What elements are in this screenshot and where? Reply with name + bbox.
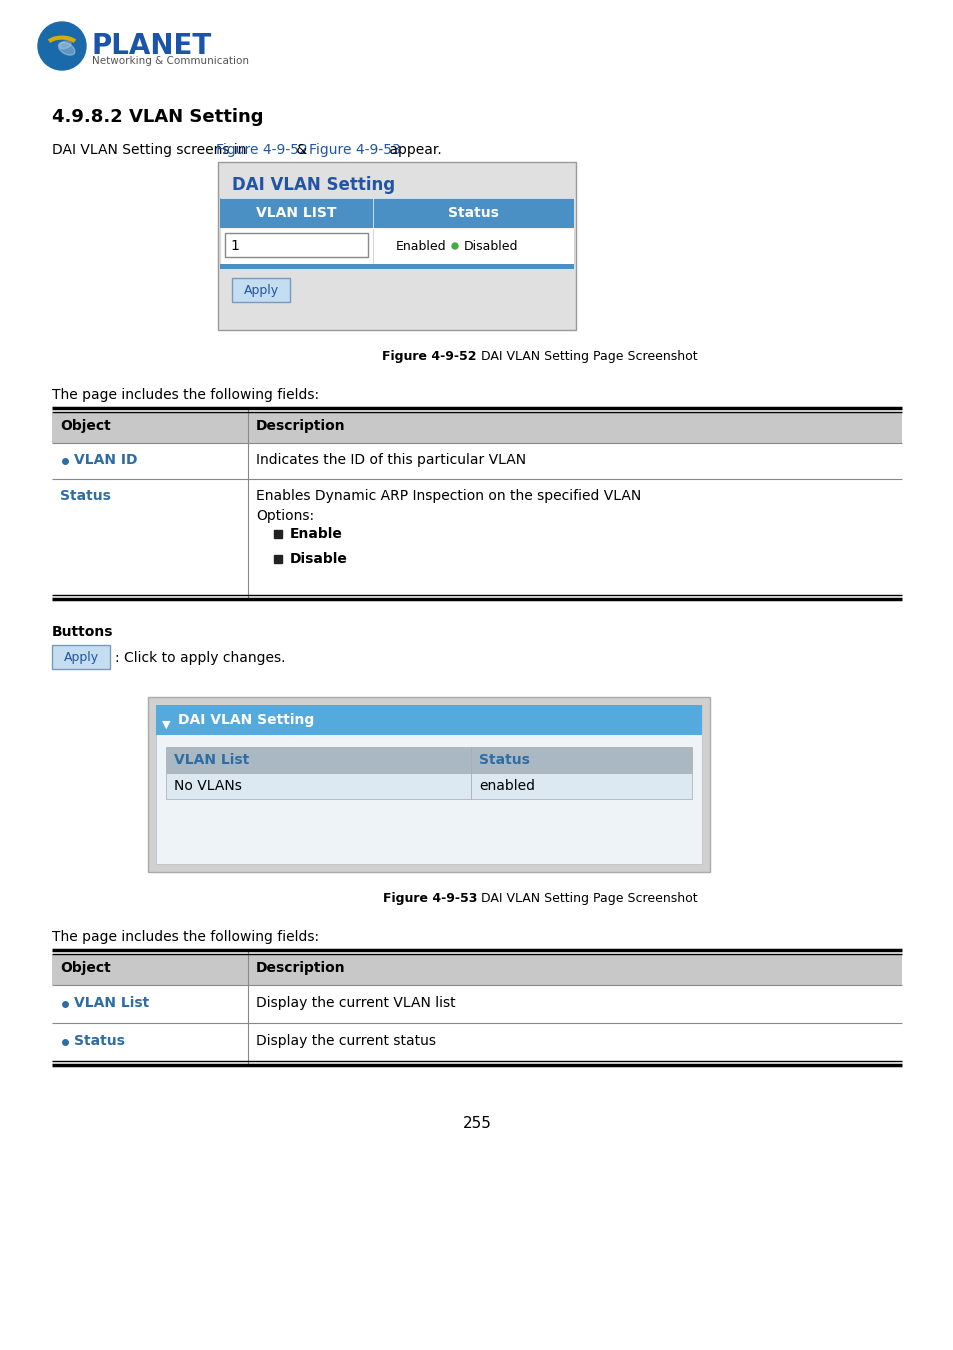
Text: VLAN List: VLAN List [74,996,149,1010]
Bar [225,234,368,256]
Text: Status: Status [60,489,111,504]
Text: Indicates the ID of this particular VLAN: Indicates the ID of this particular VLAN [255,454,525,467]
Bar [156,705,701,734]
Text: Buttons: Buttons [52,625,113,639]
Text: Description: Description [255,418,345,433]
Bar [156,705,701,864]
Text: 1: 1 [230,239,238,252]
Text: enabled: enabled [478,779,535,792]
Text: Object: Object [60,961,111,975]
Text: DAI VLAN Setting Page Screenshot: DAI VLAN Setting Page Screenshot [476,892,697,904]
Bar [220,198,373,228]
Text: DAI VLAN Setting: DAI VLAN Setting [178,713,314,728]
Text: Apply: Apply [63,651,98,664]
Text: Networking & Communication: Networking & Communication [91,55,249,66]
Circle shape [449,240,460,251]
Bar [52,645,110,670]
Text: Status: Status [74,1034,125,1048]
Bar [471,774,691,799]
Text: DAI VLAN Setting: DAI VLAN Setting [232,176,395,194]
Bar [52,986,901,1023]
Bar [52,479,901,595]
Text: : Click to apply changes.: : Click to apply changes. [115,651,285,666]
Text: Status: Status [478,753,529,767]
Text: Apply: Apply [243,284,278,297]
Text: Description: Description [255,961,345,975]
Text: Object: Object [60,418,111,433]
Bar [232,278,290,302]
Circle shape [452,243,457,248]
Bar [52,413,901,443]
Text: 255: 255 [462,1116,491,1131]
Text: Disable: Disable [290,552,348,566]
Text: DAI VLAN Setting screens in: DAI VLAN Setting screens in [52,143,251,157]
Bar [471,747,691,774]
Bar [148,697,709,872]
Text: No VLANs: No VLANs [173,779,242,792]
Text: DAI VLAN Setting Page Screenshot: DAI VLAN Setting Page Screenshot [476,350,697,363]
Bar [52,443,901,479]
Circle shape [381,240,392,251]
Circle shape [38,22,86,70]
Text: VLAN LIST: VLAN LIST [255,207,335,220]
Text: PLANET: PLANET [91,32,212,59]
Text: VLAN List: VLAN List [173,753,249,767]
Bar [218,162,576,329]
Bar [52,954,901,986]
Text: Display the current status: Display the current status [255,1034,436,1048]
Text: Figure 4-9-52: Figure 4-9-52 [382,350,476,363]
Ellipse shape [59,40,71,49]
Text: The page includes the following fields:: The page includes the following fields: [52,930,319,944]
Text: Disabled: Disabled [463,240,518,252]
Bar [52,1023,901,1061]
Text: ▼: ▼ [162,720,170,730]
Text: Enabled: Enabled [395,240,446,252]
Text: 4.9.8.2 VLAN Setting: 4.9.8.2 VLAN Setting [52,108,263,126]
Text: Options:: Options: [255,509,314,522]
Text: Figure 4-9-52: Figure 4-9-52 [215,143,307,157]
Bar [220,265,574,269]
Bar [166,747,471,774]
Bar [166,774,471,799]
Text: Status: Status [447,207,497,220]
Text: The page includes the following fields:: The page includes the following fields: [52,387,319,402]
Text: appear.: appear. [385,143,442,157]
Bar [373,228,574,265]
Ellipse shape [58,42,75,55]
Text: Figure 4-9-53: Figure 4-9-53 [382,892,476,904]
Text: Enable: Enable [290,526,342,541]
Bar [220,228,373,265]
Text: Display the current VLAN list: Display the current VLAN list [255,996,456,1010]
Bar [373,198,574,228]
Text: VLAN ID: VLAN ID [74,454,137,467]
Text: &: & [292,143,311,157]
Text: Figure 4-9-53: Figure 4-9-53 [309,143,400,157]
Text: Enables Dynamic ARP Inspection on the specified VLAN: Enables Dynamic ARP Inspection on the sp… [255,489,640,504]
